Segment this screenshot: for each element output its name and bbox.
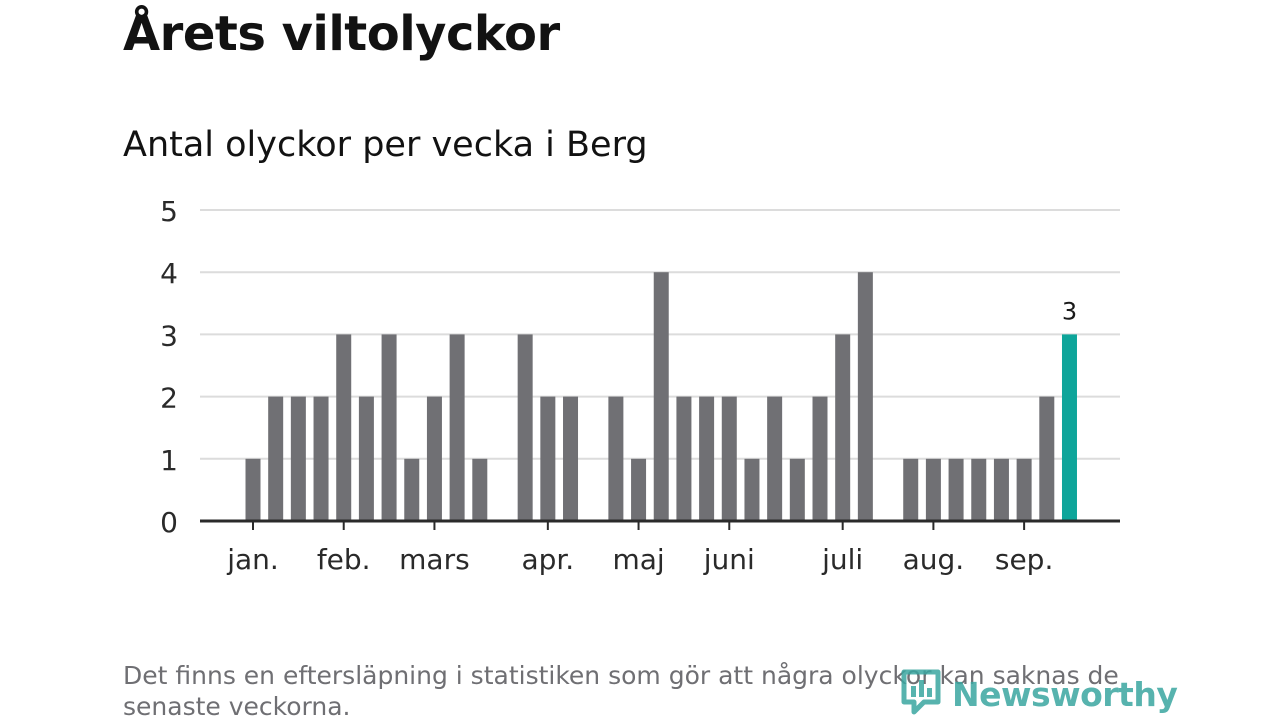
bar [472,458,488,521]
x-tick-label: juli [821,543,863,576]
x-tick-marks [252,521,1026,530]
bar [517,334,533,521]
x-tick-label: maj [612,543,664,576]
bar [1039,396,1055,521]
y-tick-label: 5 [160,195,178,228]
bar [631,458,647,521]
bar [449,334,465,521]
newsworthy-logo-icon [900,668,942,720]
bar [608,396,624,521]
bar [948,458,964,521]
x-tick-labels: jan. feb. mars apr. maj juni juli aug. sep. [226,543,1053,576]
bar [653,272,669,521]
bar [336,334,352,521]
bar [699,396,715,521]
bar [404,458,420,521]
x-tick-label: sep. [995,543,1054,576]
bar [563,396,579,521]
bar [290,396,306,521]
y-tick-label: 1 [160,444,178,477]
y-tick-label: 2 [160,382,178,415]
bar [767,396,783,521]
bar-highlight [1061,334,1077,521]
bar [245,458,261,521]
y-tick-label: 0 [160,506,178,539]
bar [381,334,397,521]
bar [268,396,284,521]
bar [903,458,919,521]
bar [676,396,692,521]
bar [857,272,873,521]
x-tick-label: jan. [226,543,279,576]
bar [993,458,1009,521]
bar [1016,458,1032,521]
bar [426,396,442,521]
bar [540,396,556,521]
x-tick-label: mars [399,543,470,576]
data-labels: 3 [1062,297,1077,325]
footnote: Det finns en eftersläpning i statistiken… [123,661,1119,721]
chart-subtitle: Antal olyckor per vecka i Berg [123,125,648,165]
x-tick-label: aug. [903,543,965,576]
bar [812,396,828,521]
y-tick-label: 4 [160,257,178,290]
x-tick-label: juni [703,543,755,576]
y-tick-label: 3 [160,319,178,352]
bar [971,458,987,521]
chart-title: Årets viltolyckor [123,6,560,62]
x-tick-label: apr. [521,543,574,576]
bars [245,272,1077,521]
newsworthy-logo[interactable]: Newsworthy [900,668,1178,720]
x-tick-label: feb. [317,543,371,576]
bar [313,396,329,521]
bar [744,458,760,521]
bar [925,458,941,521]
y-tick-labels: 0 1 2 3 4 5 [160,195,178,539]
bar [358,396,374,521]
bar [721,396,737,521]
bar-chart: 0 1 2 3 4 5 3 jan. feb. mars apr. maj juni juli aug.… [160,195,1120,576]
logo-text: Newsworthy [952,674,1178,714]
bar [835,334,851,521]
data-label: 3 [1062,297,1077,325]
bar [789,458,805,521]
